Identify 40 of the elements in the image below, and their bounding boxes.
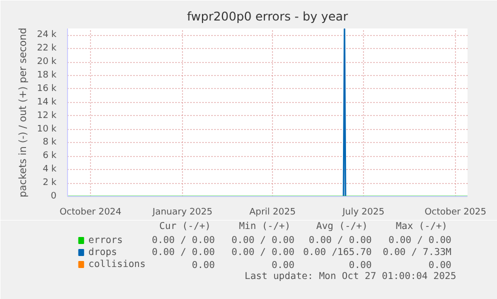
- y-tick-label: 10 k: [36, 124, 58, 134]
- text: Min (-/+): [238, 221, 290, 232]
- y-tick-label: 6 k: [42, 151, 58, 162]
- text: 0.00 / 7.33M: [382, 247, 452, 258]
- x-tick-label: July 2025: [342, 208, 384, 218]
- y-tick-label: 24 k: [36, 30, 58, 40]
- y-tick-label: 16 k: [36, 84, 58, 94]
- text: 0.00 / 0.00: [232, 247, 295, 258]
- text: Avg (-/+): [316, 221, 368, 232]
- legend-label: collisions: [88, 259, 146, 270]
- y-tick-label: 20 k: [36, 57, 58, 68]
- text: 0.00 / 0.00: [308, 235, 372, 246]
- chart-title: fwpr200p0 errors - by year: [187, 10, 348, 24]
- y-tick-label: 12 k: [36, 110, 58, 121]
- y-tick-label: 18 k: [36, 70, 58, 81]
- y-tick-label: 2 k: [42, 178, 58, 188]
- legend-label: drops: [88, 247, 118, 258]
- text: 0.00 / 0.00: [152, 247, 216, 258]
- text: 0.00: [192, 260, 216, 271]
- text: Max (-/+): [396, 221, 448, 232]
- x-tick-label: April 2025: [249, 208, 296, 218]
- text: Cur (-/+): [159, 221, 211, 232]
- legend-label: errors: [88, 235, 123, 246]
- text: 0.00: [272, 260, 295, 271]
- y-tick-label: 8 k: [42, 138, 58, 148]
- y-tick-label: 22 k: [36, 44, 58, 54]
- text: 0.00 / 0.00: [388, 235, 452, 246]
- x-tick-label: October 2025: [424, 208, 486, 218]
- y-tick-label: 14 k: [36, 97, 58, 108]
- text: 0.00: [348, 260, 372, 271]
- y-axis-title: packets in (-) / out (+) per second: [18, 28, 29, 198]
- text: 0.00 / 0.00: [152, 235, 216, 246]
- text: Last update: Mon Oct 27 01:00:04 2025: [244, 271, 456, 282]
- y-tick-label: 4 k: [42, 164, 58, 175]
- x-tick-label: January 2025: [152, 208, 212, 218]
- x-tick-label: October 2024: [60, 208, 122, 218]
- text: 0.00 /165.70: [303, 247, 372, 258]
- y-tick-label: 0: [50, 192, 57, 202]
- text: 0.00 / 0.00: [232, 235, 295, 246]
- text: 0.00: [428, 260, 452, 271]
